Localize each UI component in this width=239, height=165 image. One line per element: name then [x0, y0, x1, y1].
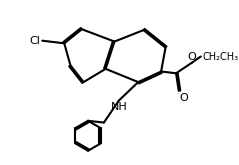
Text: CH₂CH₃: CH₂CH₃: [202, 51, 239, 62]
Text: NH: NH: [110, 102, 127, 112]
Text: Cl: Cl: [30, 36, 40, 46]
Text: O: O: [188, 52, 196, 62]
Text: O: O: [179, 93, 188, 103]
